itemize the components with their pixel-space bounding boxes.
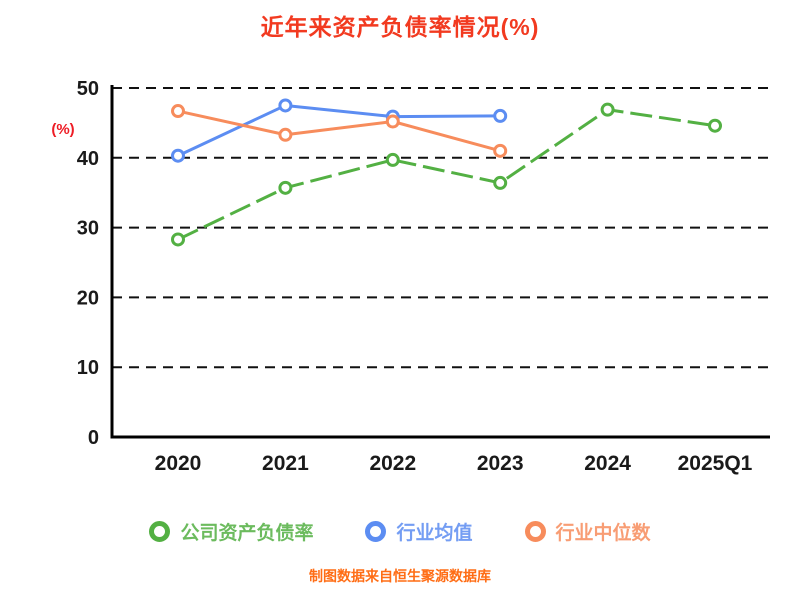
legend-marker-industry-median-icon [524,521,546,542]
legend-marker-industry-mean-icon [365,521,387,542]
data-point[interactable] [171,232,185,247]
data-point[interactable] [493,108,508,123]
axis-lines [110,85,770,439]
series-line [177,103,501,158]
x-tick-label: 2021 [262,452,309,475]
x-tick-label: 2025Q1 [678,452,753,475]
data-point[interactable] [278,98,293,113]
data-point[interactable] [600,102,615,117]
data-point[interactable] [493,143,508,158]
y-tick-label: 50 [77,78,99,100]
legend: 公司资产负债率 行业均值 行业中位数 [0,518,800,545]
y-tick-label: 30 [77,218,99,240]
legend-label-industry-median: 行业中位数 [555,523,651,544]
y-axis-unit-label: (%) [51,121,74,138]
y-tick-label: 40 [77,148,99,170]
x-tick-label: 2023 [477,452,524,475]
series-line [177,108,716,241]
series-line [177,109,501,153]
y-tick-label: 20 [77,287,99,309]
legend-label-company: 公司资产负债率 [180,523,314,544]
data-point[interactable] [385,152,400,167]
x-tick-label: 2022 [369,452,416,475]
legend-item-industry-median[interactable]: 行业中位数 [524,518,651,545]
data-point[interactable] [171,148,185,163]
data-point[interactable] [278,180,293,195]
legend-label-industry-mean: 行业均值 [396,523,473,544]
data-point[interactable] [708,118,722,133]
x-tick-label: 2024 [584,452,631,475]
legend-item-company-debt-ratio[interactable]: 公司资产负债率 [149,518,313,545]
legend-item-industry-mean[interactable]: 行业均值 [365,518,473,545]
legend-marker-company-icon [149,521,171,542]
data-point[interactable] [493,175,508,190]
x-tick-label: 2020 [155,452,202,475]
y-tick-label: 0 [88,427,99,449]
y-tick-label: 10 [77,357,99,379]
chart-title: 近年来资产负债率情况(%) [260,14,540,40]
data-source-note: 制图数据来自恒生聚源数据库 [309,568,491,584]
data-point[interactable] [171,104,185,119]
data-point[interactable] [278,127,293,142]
data-point[interactable] [385,114,400,129]
